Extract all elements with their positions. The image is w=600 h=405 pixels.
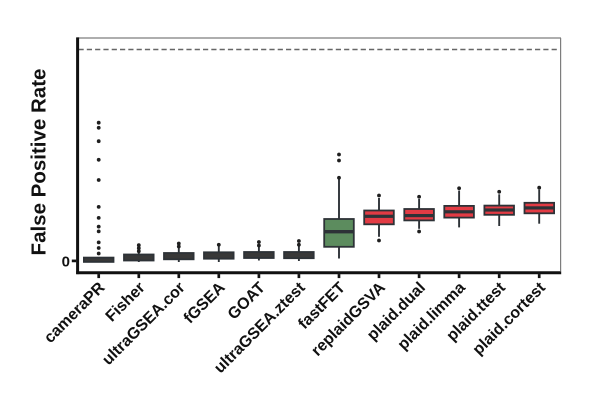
svg-text:0: 0 bbox=[62, 253, 70, 270]
svg-text:False Positive Rate: False Positive Rate bbox=[28, 69, 51, 256]
